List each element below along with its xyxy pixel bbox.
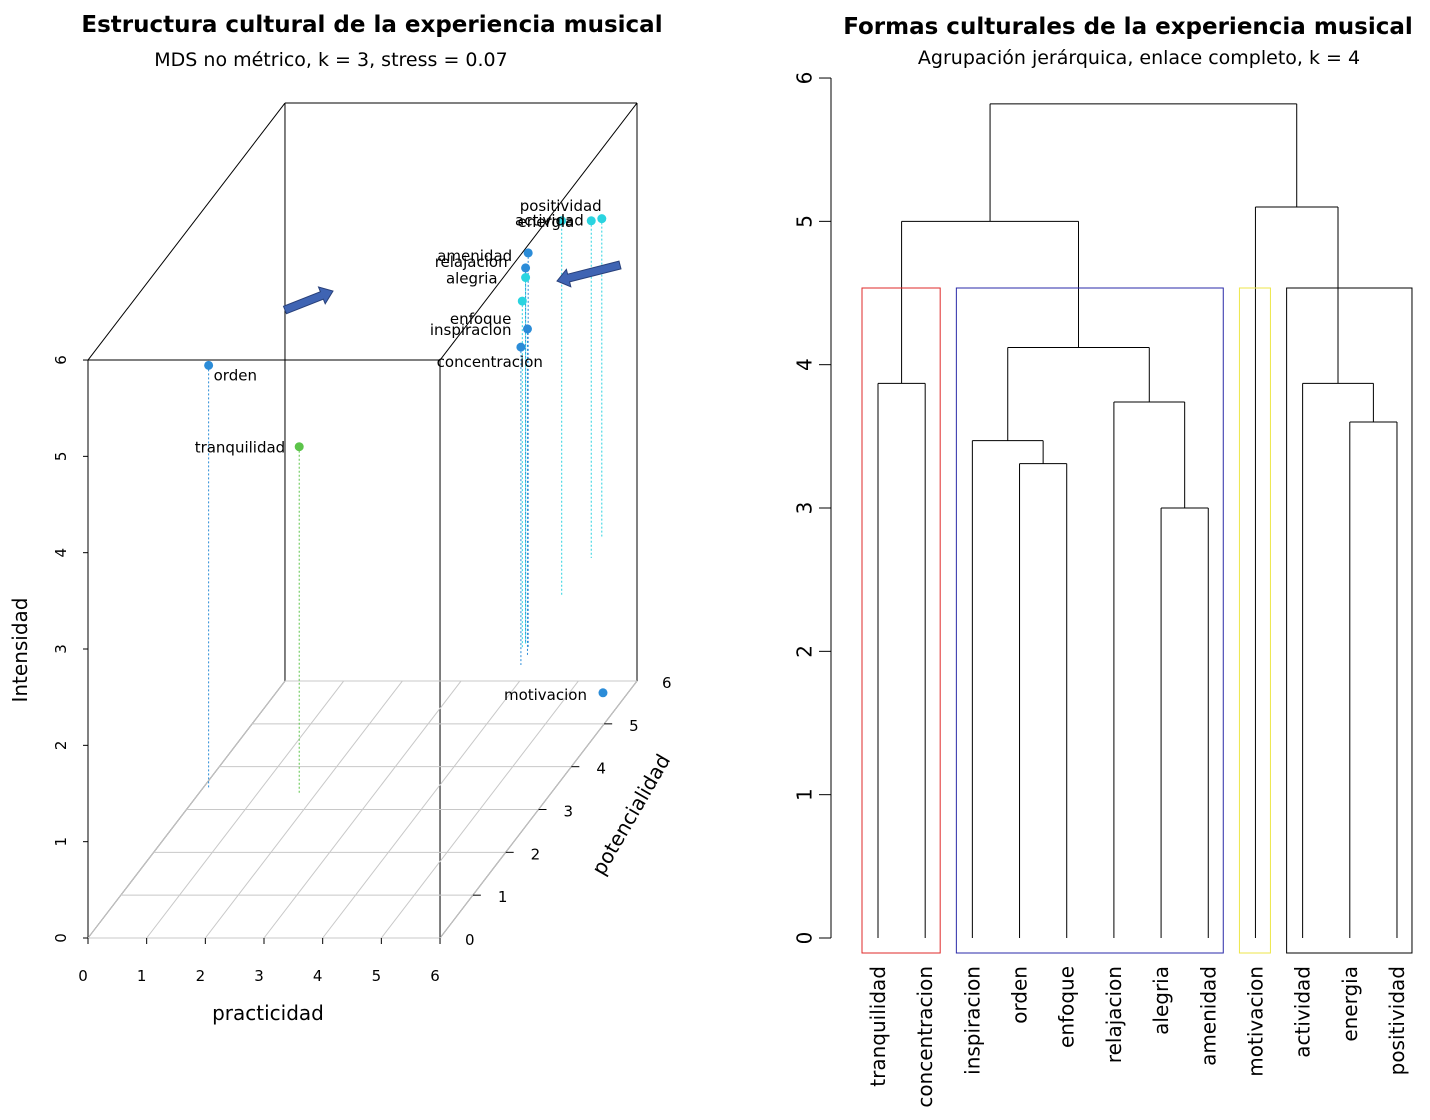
z-tick-label: 3 (52, 644, 70, 654)
y-tick-label: 4 (596, 760, 606, 778)
x-tick-label: 6 (430, 967, 440, 985)
y-tick-label: 3 (793, 502, 817, 515)
y-tick-label: 3 (564, 803, 574, 821)
axis-ticks: 0 1 2 3 4 5 6 0 1 2 3 4 5 6 0 1 2 3 4 5 6 (52, 355, 672, 985)
cluster-box-4 (1286, 287, 1413, 954)
y-tick-label: 2 (531, 845, 541, 863)
dendrogram-panel: Formas culturales de la experiencia musi… (793, 14, 1413, 1108)
y-tick-label: 2 (793, 645, 817, 658)
y-tick-label: 6 (662, 674, 672, 692)
point-motivacion (598, 688, 608, 698)
cluster-box-3 (1238, 287, 1271, 954)
arrow-pointing-to-inspiracion (282, 286, 334, 315)
y-tick-label: 0 (793, 932, 817, 945)
leaf-label-alegria: alegria (1149, 966, 1173, 1035)
label-relajacion: relajacion (435, 253, 508, 271)
point-orden (204, 360, 214, 370)
leaf-label-amenidad: amenidad (1196, 966, 1220, 1066)
right-chart-subtitle: Agrupación jerárquica, enlace completo, … (918, 47, 1360, 69)
z-tick-label: 6 (52, 355, 70, 365)
z-tick-label: 5 (52, 452, 70, 462)
scatter-points (204, 214, 608, 698)
y-tick-label: 1 (793, 788, 817, 801)
point-amenidad (523, 248, 533, 258)
dendrogram-y-axis: 0 1 2 3 4 5 6 (793, 72, 832, 945)
z-tick-label: 2 (52, 741, 70, 751)
y-tick-label: 0 (465, 931, 475, 949)
point-concentracion (516, 342, 526, 352)
point-positividad (557, 216, 567, 226)
left-chart-title: Estructura cultural de la experiencia mu… (81, 12, 662, 38)
z-tick-label: 4 (52, 548, 70, 558)
point-energia (586, 216, 596, 226)
y-tick-label: 1 (498, 888, 508, 906)
leaf-labels: tranquilidad concentracion inspiracion orde… (866, 966, 1409, 1108)
cluster-rectangles (861, 287, 1413, 954)
leaf-label-actividad: actividad (1291, 966, 1315, 1058)
leaf-label-motivacion: motivacion (1243, 966, 1267, 1077)
z-axis-label: Intensidad (8, 597, 32, 702)
cluster-box-2 (955, 287, 1224, 954)
cluster-box-1 (861, 287, 941, 954)
mds-3d-scatter-panel: Estructura cultural de la experiencia mu… (8, 12, 675, 1025)
y-tick-label: 4 (793, 358, 817, 371)
point-alegria (521, 273, 531, 283)
label-actividad: actividad (515, 212, 584, 230)
point-tranquilidad (294, 442, 304, 452)
x-tick-label: 4 (313, 967, 323, 985)
leaf-label-positividad: positividad (1385, 966, 1409, 1075)
box-edge (87, 102, 286, 361)
label-positividad: positividad (520, 197, 602, 215)
x-tick-label: 1 (137, 967, 147, 985)
leaf-label-orden: orden (1008, 966, 1032, 1024)
leaf-label-enfoque: enfoque (1055, 966, 1079, 1048)
point-relajacion (521, 263, 531, 273)
label-amenidad: amenidad (437, 247, 512, 265)
box-edge (439, 102, 638, 361)
x-axis-label: practicidad (212, 1001, 324, 1025)
label-inspiracion: inspiracion (430, 321, 512, 339)
leaf-label-tranquilidad: tranquilidad (866, 966, 890, 1087)
left-chart-subtitle: MDS no métrico, k = 3, stress = 0.07 (154, 49, 507, 71)
point-stems (208, 218, 603, 794)
point-enfoque (517, 296, 527, 306)
y-tick-label: 6 (793, 72, 817, 85)
label-enfoque: enfoque (450, 310, 511, 328)
label-concentracion: concentracion (437, 353, 543, 371)
label-alegria: alegria (446, 270, 498, 288)
z-tick-label: 1 (52, 837, 70, 847)
point-labels: orden tranquilidad amenidadrelajacionalegr… (195, 197, 602, 704)
x-tick-label: 3 (254, 967, 264, 985)
x-tick-label: 5 (372, 967, 382, 985)
leaf-label-energia: energia (1338, 966, 1362, 1042)
leaf-label-inspiracion: inspiracion (960, 966, 984, 1075)
floor-grid (87, 680, 638, 939)
annotation-arrows (282, 260, 622, 315)
label-orden: orden (214, 366, 257, 384)
leaf-label-relajacion: relajacion (1102, 966, 1126, 1063)
label-energia: energia (518, 213, 575, 231)
x-tick-label: 2 (196, 967, 206, 985)
y-tick-label: 5 (793, 215, 817, 228)
label-tranquilidad: tranquilidad (195, 439, 286, 457)
x-tick-label: 0 (78, 967, 88, 985)
label-motivacion: motivacion (504, 686, 587, 704)
arrow-pointing-to-energia (556, 260, 622, 288)
point-actividad (597, 214, 607, 224)
point-inspiracion (522, 324, 532, 334)
leaf-label-concentracion: concentracion (913, 966, 937, 1108)
z-tick-label: 0 (52, 933, 70, 943)
right-chart-title: Formas culturales de la experiencia musi… (843, 14, 1413, 40)
y-tick-label: 5 (629, 717, 639, 735)
dendrogram-tree (877, 103, 1398, 938)
